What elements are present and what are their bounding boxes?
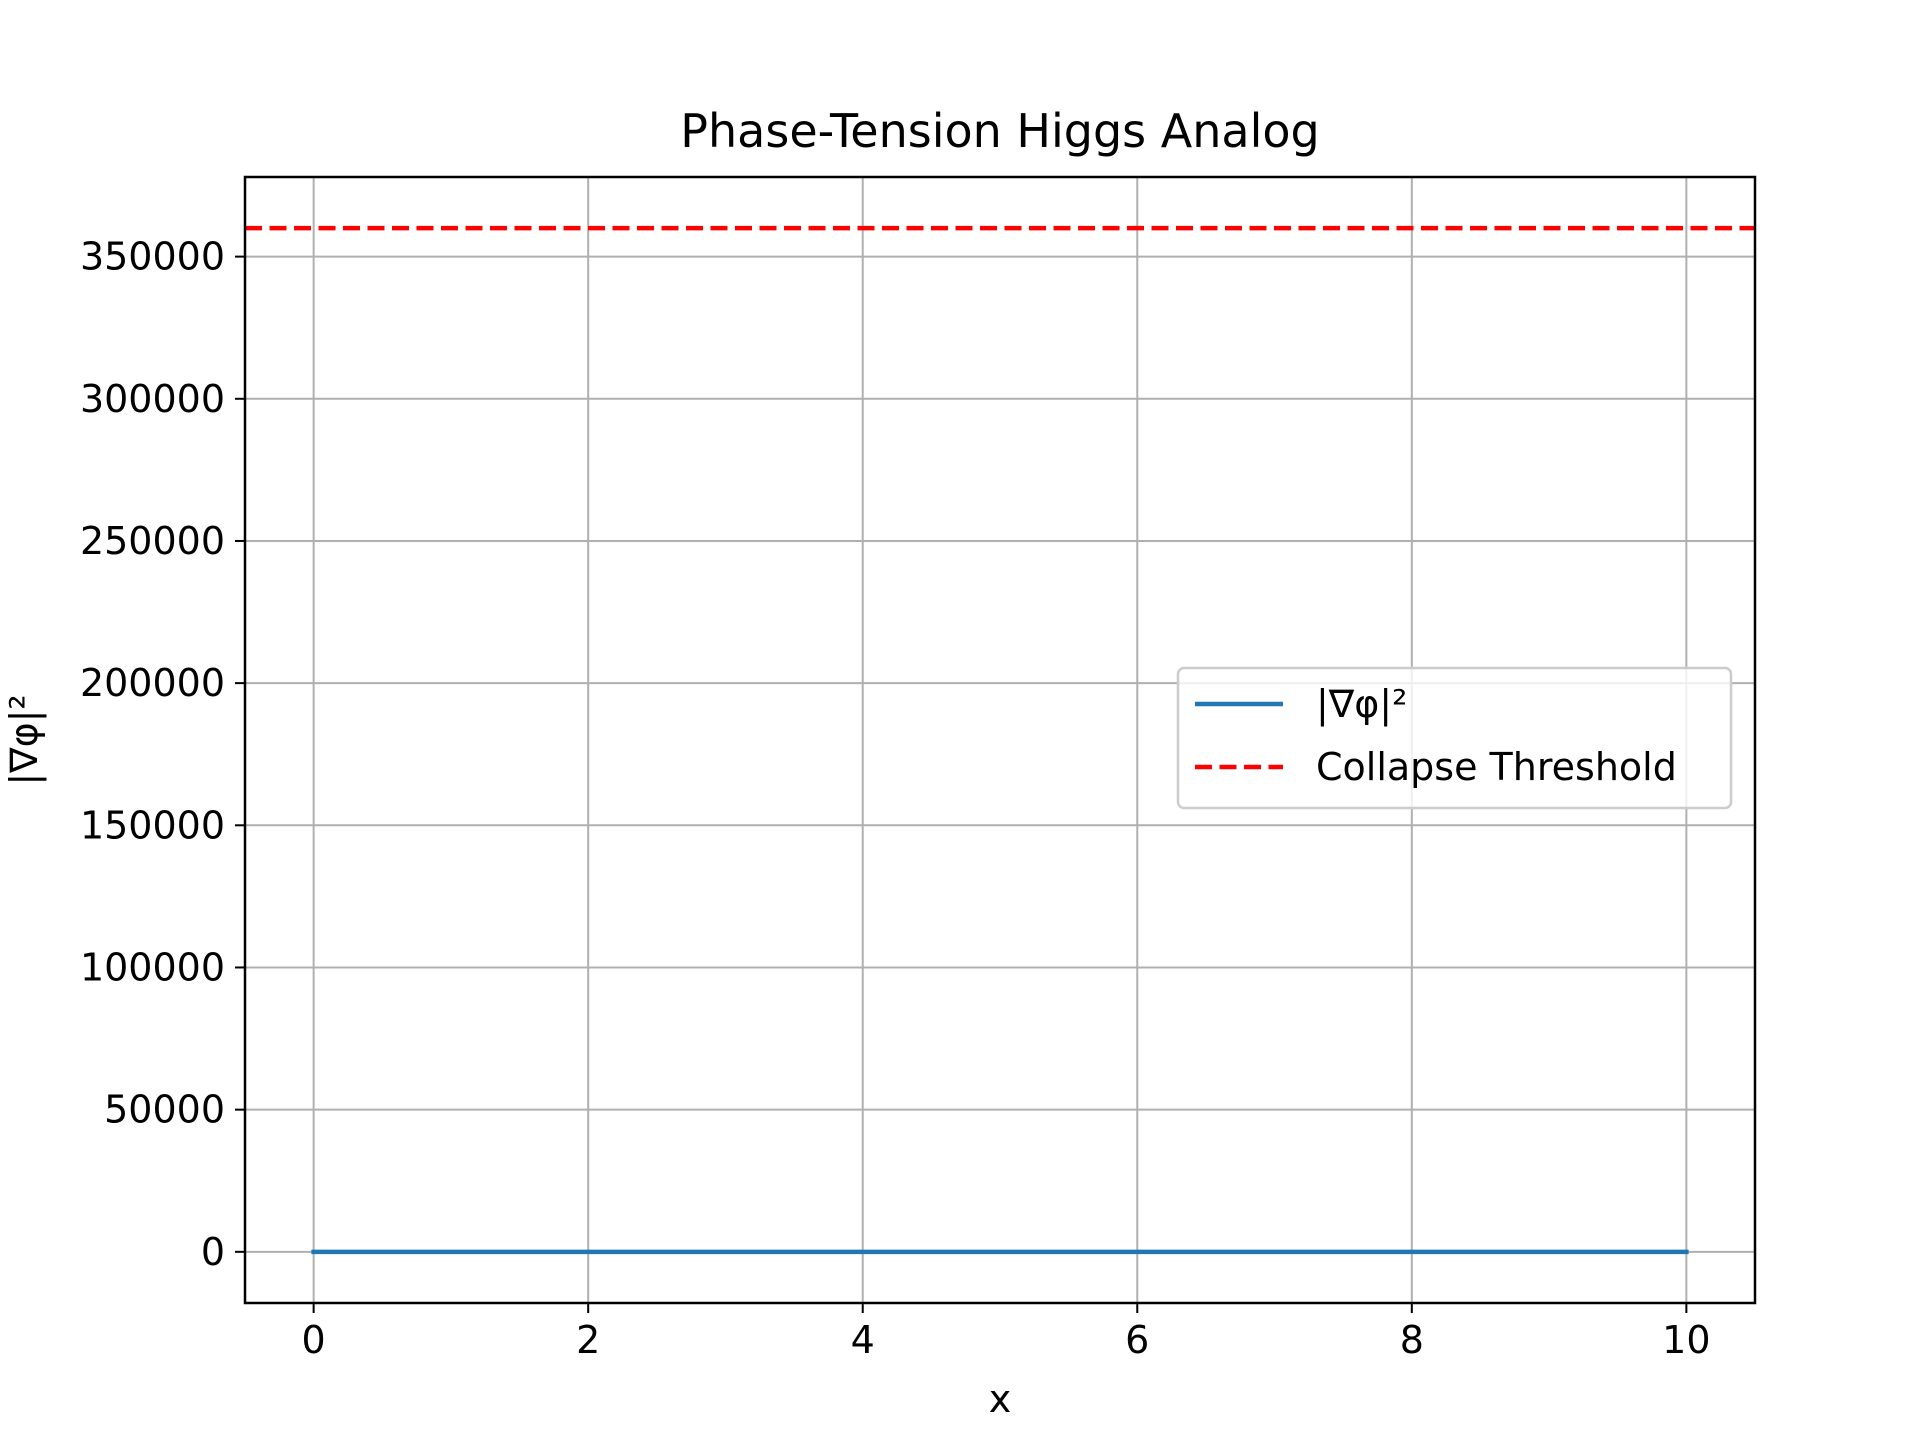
axis-ticks: 0 2 4 6 8 10 0 50000 100000 150000 200000 250000 300…: [80, 235, 1711, 1362]
y-tick-label: 50000: [104, 1088, 225, 1132]
y-tick-label: 350000: [80, 235, 225, 279]
plot-frame: [243, 175, 1757, 1305]
x-tick-label: 0: [302, 1318, 326, 1362]
x-tick-label: 2: [576, 1318, 600, 1362]
x-axis-label: x: [989, 1377, 1012, 1421]
legend: |∇φ|² Collapse Threshold: [1176, 666, 1733, 810]
y-axis-label: |∇φ|²: [2, 694, 47, 785]
y-tick-label: 250000: [80, 519, 225, 563]
legend-label-threshold: Collapse Threshold: [1316, 745, 1677, 789]
y-tick-label: 150000: [80, 803, 225, 847]
x-tick-label: 4: [851, 1318, 875, 1362]
chart-title: Phase-Tension Higgs Analog: [680, 104, 1319, 158]
y-tick-label: 300000: [80, 377, 225, 421]
legend-box: [1176, 666, 1733, 810]
legend-label-gradient: |∇φ|²: [1316, 682, 1407, 727]
plot-series: [245, 225, 1755, 1255]
x-tick-label: 10: [1662, 1318, 1710, 1362]
x-tick-label: 8: [1400, 1318, 1424, 1362]
y-tick-label: 200000: [80, 661, 225, 705]
y-tick-label: 100000: [80, 945, 225, 989]
y-tick-label: 0: [201, 1230, 225, 1274]
x-tick-label: 6: [1125, 1318, 1149, 1362]
